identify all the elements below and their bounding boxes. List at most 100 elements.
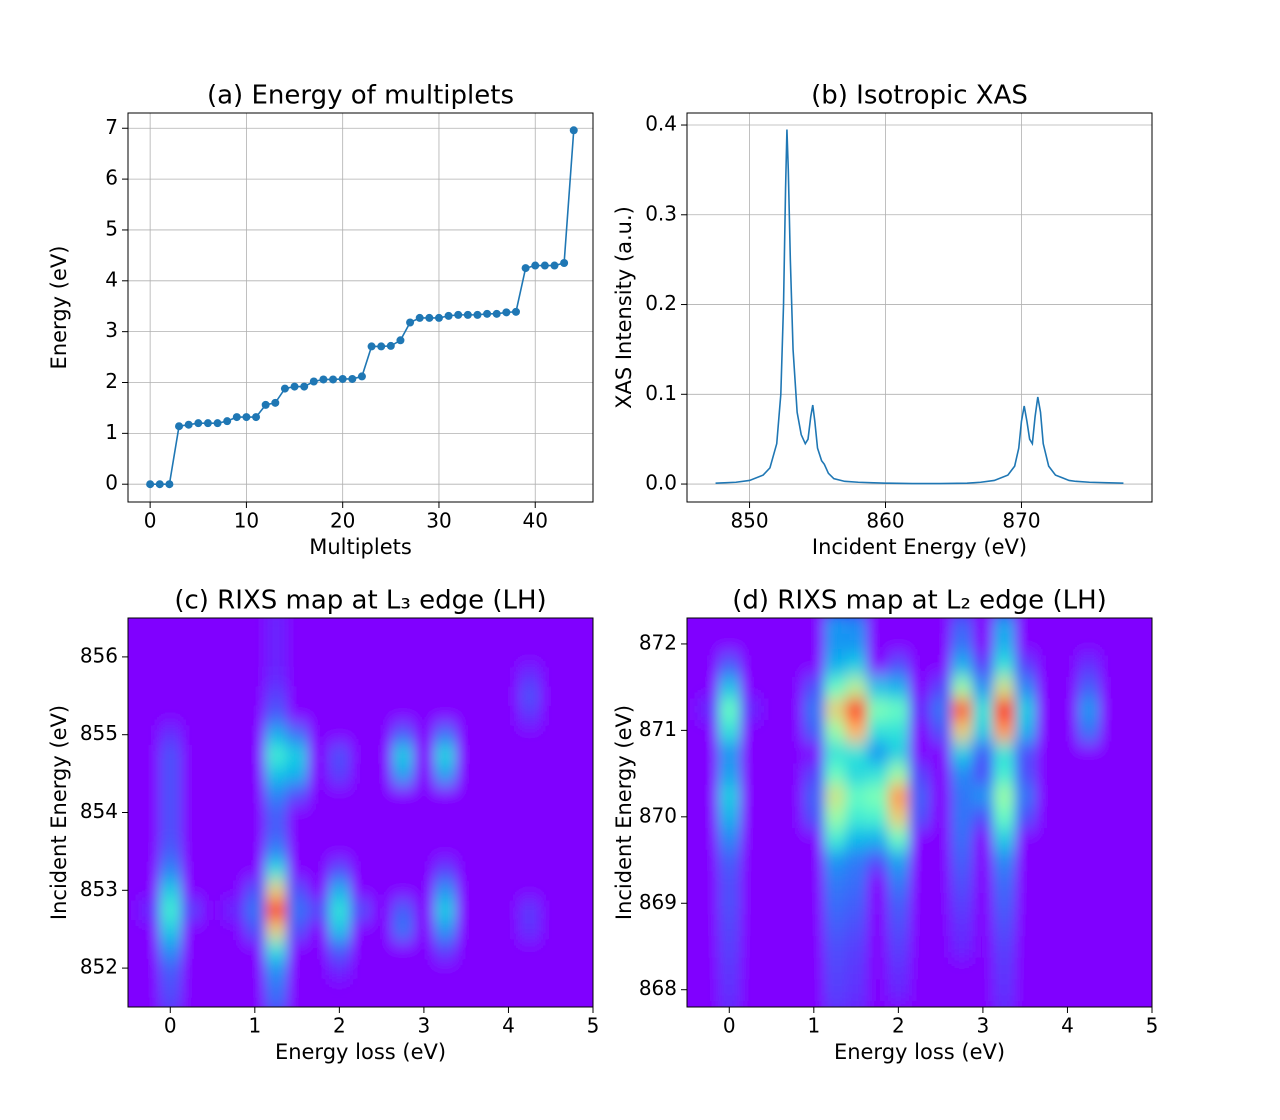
heatmap-cell [476, 880, 499, 901]
heatmap-cell [371, 744, 393, 765]
heatmap-cell [824, 957, 847, 980]
heatmap-cell [582, 861, 593, 882]
heatmap-cell [455, 880, 478, 901]
heatmap-cell [1078, 849, 1100, 872]
heatmap-cell [307, 783, 330, 804]
heatmap-cell [159, 744, 182, 765]
heatmap-cell [845, 654, 868, 677]
heatmap-cell [413, 880, 435, 901]
heatmap-cell [824, 654, 847, 677]
heatmap-cell [697, 870, 720, 893]
heatmap-cell [993, 633, 1016, 656]
data-line [715, 129, 1124, 485]
heatmap-cell [540, 997, 562, 1007]
heatmap-cell [497, 938, 520, 959]
heatmap-cell [328, 880, 351, 901]
heatmap-cell [697, 978, 720, 1002]
heatmap-cell [561, 647, 583, 668]
heatmap-cell [413, 618, 435, 629]
heatmap-cell [866, 1000, 889, 1007]
heatmap-cell [782, 784, 804, 807]
heatmap-cell [434, 977, 457, 998]
heatmap-cell [476, 822, 499, 843]
heatmap-cell [887, 719, 910, 742]
heatmap-cell [1056, 719, 1079, 742]
heatmap-cell [803, 762, 825, 785]
heatmap-cell [519, 880, 541, 901]
heatmap-cell [972, 618, 994, 634]
heatmap-cell [413, 724, 435, 745]
heatmap-cell [1141, 849, 1152, 872]
heatmap-cell [286, 900, 309, 920]
data-line [150, 130, 575, 486]
heatmap-cell [718, 654, 741, 677]
heatmap-cell [307, 705, 330, 726]
heatmap-cell [201, 686, 224, 707]
heatmap-cell [413, 841, 435, 862]
heatmap-cell [1120, 806, 1142, 829]
heatmap-cell [413, 938, 435, 959]
heatmap-cell [223, 724, 245, 745]
heatmap-cell [782, 849, 804, 872]
data-point [560, 259, 569, 268]
heatmap-cell [328, 958, 351, 979]
heatmap-cell [951, 892, 973, 915]
y-axis-label: XAS Intensity (a.u.) [612, 206, 636, 409]
chart-title: (a) Energy of multiplets [207, 81, 514, 111]
heatmap-cell [887, 827, 910, 850]
heatmap-cell [201, 802, 224, 823]
heatmap-cell [201, 900, 224, 920]
heatmap-cell [930, 827, 952, 850]
heatmap-cell [1035, 935, 1058, 958]
heatmap-cell [582, 686, 593, 707]
heatmap-cell [286, 841, 309, 862]
data-point [521, 264, 530, 273]
heatmap-cell [1120, 719, 1142, 742]
y-tick-label: 5 [105, 216, 118, 240]
heatmap-cell [497, 618, 520, 629]
y-tick-label: 856 [80, 643, 118, 667]
y-tick-label: 0.3 [645, 201, 677, 225]
heatmap-cell [519, 938, 541, 959]
y-tick-label: 854 [80, 799, 118, 823]
heatmap-cell [434, 705, 457, 726]
heatmap-cell [201, 997, 224, 1007]
heatmap-cell [328, 763, 351, 784]
heatmap-cell [244, 880, 266, 901]
heatmap-cell [972, 827, 994, 850]
heatmap-cell [413, 958, 435, 979]
heatmap-cell [760, 827, 783, 850]
heatmap-cell [1099, 978, 1121, 1002]
heatmap-cell [561, 686, 583, 707]
heatmap-cell [180, 618, 203, 629]
heatmap-cell [561, 997, 583, 1007]
heatmap-cell [866, 719, 889, 742]
heatmap-cell [887, 892, 910, 915]
heatmap-cell [972, 870, 994, 893]
heatmap-cell [1035, 654, 1058, 677]
heatmap-cell [392, 763, 414, 784]
heatmap-cell [223, 900, 245, 920]
heatmap-cell [244, 977, 266, 998]
heatmap-cell [286, 763, 309, 784]
heatmap-cell [930, 784, 952, 807]
heatmap-cell [349, 724, 372, 745]
heatmap-cell [392, 686, 414, 707]
heatmap-cell [265, 841, 288, 862]
heatmap-cell [223, 919, 245, 940]
heatmap-cell [455, 997, 478, 1007]
heatmap-cell [1014, 719, 1037, 742]
heatmap-cell [1120, 762, 1142, 785]
heatmap-cell [1035, 633, 1058, 656]
heatmap-cell [265, 647, 288, 668]
heatmap-cell [497, 705, 520, 726]
heatmap-cell [244, 841, 266, 862]
heatmap-cell [887, 1000, 910, 1007]
heatmap-cell [972, 741, 994, 764]
heatmap-cell [244, 686, 266, 707]
heatmap-cell [993, 654, 1016, 677]
x-tick-label: 0 [723, 1014, 736, 1038]
heatmap-cell [908, 762, 931, 785]
heatmap-cell [201, 724, 224, 745]
heatmap-cell [803, 618, 825, 634]
